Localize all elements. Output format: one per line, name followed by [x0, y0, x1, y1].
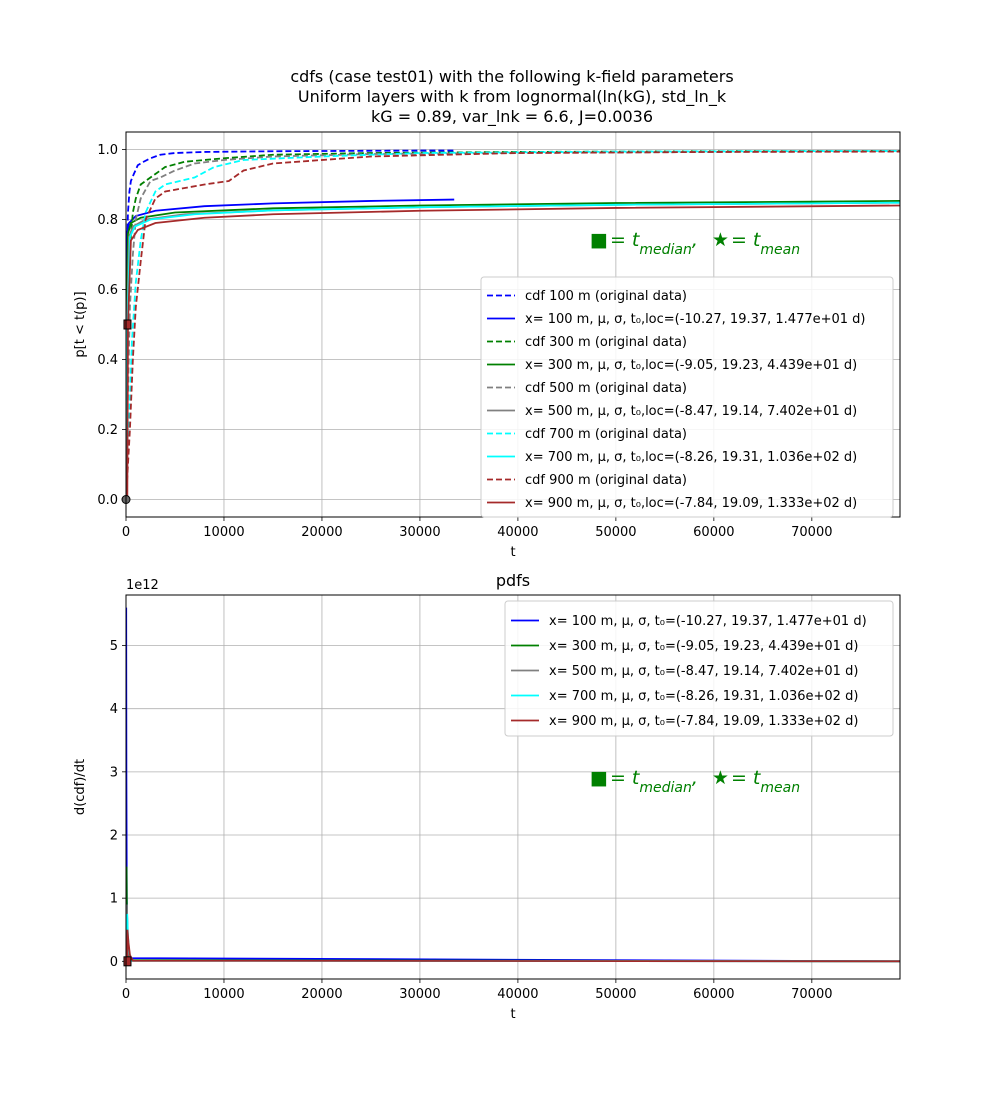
annotation-mean-text: = t [731, 229, 762, 251]
y-tick-label: 2 [110, 829, 118, 844]
annotation-square: ■ [590, 229, 608, 251]
series-line-8 [126, 150, 900, 500]
legend-label-0: cdf 100 m (original data) [525, 289, 687, 304]
annotation-mean-sub: mean [760, 780, 800, 796]
x-tick-label: 70000 [791, 987, 832, 1002]
y-tick-label: 0.6 [97, 283, 118, 298]
x-tick-label: 30000 [399, 987, 440, 1002]
y-tick-label: 1.0 [97, 143, 118, 158]
median-mean-annotation: ■ = tmedian, ★ = tmean [590, 767, 800, 796]
y-tick-label: 0.8 [97, 213, 118, 228]
series-line-4 [126, 150, 900, 500]
y-tick-label: 3 [110, 765, 118, 780]
legend-label-4: x= 900 m, μ, σ, t₀=(-7.84, 19.09, 1.333e… [549, 714, 858, 729]
chart-title: pdfs [496, 571, 530, 590]
y-tick-label: 0.2 [97, 423, 118, 438]
y-tick-label: 5 [110, 639, 118, 654]
legend-label-3: x= 700 m, μ, σ, t₀=(-8.26, 19.31, 1.036e… [549, 689, 858, 704]
annotation-mean-text: = t [731, 767, 762, 789]
legend-label-2: cdf 300 m (original data) [525, 335, 687, 350]
series-group [126, 149, 900, 501]
y-tick-label: 0 [110, 955, 118, 970]
x-tick-label: 60000 [693, 525, 734, 540]
legend-label-5: x= 500 m, μ, σ, t₀,loc=(-8.47, 19.14, 7.… [525, 404, 857, 419]
x-axis-label: t [510, 545, 515, 560]
annotation-star: ★ [712, 767, 729, 789]
annotation-sep: , [692, 767, 698, 789]
series-line-6 [126, 150, 900, 500]
annotation-median-text: = t [610, 229, 641, 251]
x-tick-label: 20000 [301, 987, 342, 1002]
series-line-2 [126, 150, 900, 500]
x-tick-label: 10000 [203, 525, 244, 540]
legend-label-8: cdf 900 m (original data) [525, 473, 687, 488]
median-marker [123, 956, 132, 967]
y-axis-label: d(cdf)/dt [73, 759, 88, 815]
annotation-median-sub: median [639, 780, 691, 796]
x-tick-label: 20000 [301, 525, 342, 540]
x-tick-label: 40000 [497, 987, 538, 1002]
annotation-square: ■ [590, 767, 608, 789]
annotation-median-text: = t [610, 767, 641, 789]
x-tick-label: 60000 [693, 987, 734, 1002]
chart-title-line: Uniform layers with k from lognormal(ln(… [298, 87, 727, 107]
legend-label-7: x= 700 m, μ, σ, t₀,loc=(-8.26, 19.31, 1.… [525, 450, 857, 465]
legend-label-1: x= 100 m, μ, σ, t₀,loc=(-10.27, 19.37, 1… [525, 312, 866, 327]
annotation-star: ★ [712, 229, 729, 251]
legend-label-1: x= 300 m, μ, σ, t₀=(-9.05, 19.23, 4.439e… [549, 639, 858, 654]
series-line-9 [126, 204, 900, 501]
y-tick-label: 4 [110, 702, 118, 717]
x-tick-label: 50000 [595, 525, 636, 540]
x-tick-label: 70000 [791, 525, 832, 540]
legend-box [480, 276, 894, 518]
y-axis-label: p[t < t(p)] [73, 291, 88, 357]
x-tick-label: 40000 [497, 525, 538, 540]
y-tick-label: 1 [110, 892, 118, 907]
legend-label-9: x= 900 m, μ, σ, t₀,loc=(-7.84, 19.09, 1.… [525, 496, 857, 511]
median-marker [123, 319, 132, 330]
legend-label-3: x= 300 m, μ, σ, t₀,loc=(-9.05, 19.23, 4.… [525, 358, 857, 373]
y-tick-label: 0.4 [97, 353, 118, 368]
y-tick-label: 0.0 [97, 493, 118, 508]
axes-frame [125, 594, 901, 980]
legend-label-2: x= 500 m, μ, σ, t₀=(-8.47, 19.14, 7.402e… [549, 664, 858, 679]
median-mean-annotation: ■ = tmedian, ★ = tmean [590, 229, 800, 258]
legend-label-4: cdf 500 m (original data) [525, 381, 687, 396]
x-tick-label: 0 [122, 987, 130, 1002]
legend-box [504, 600, 894, 737]
legend-label-6: cdf 700 m (original data) [525, 427, 687, 442]
x-tick-label: 50000 [595, 987, 636, 1002]
annotation-mean-sub: mean [760, 242, 800, 258]
legend-label-0: x= 100 m, μ, σ, t₀=(-10.27, 19.37, 1.477… [549, 614, 867, 629]
chart-title-line: cdfs (case test01) with the following k-… [290, 67, 733, 86]
annotation-sep: , [692, 229, 698, 251]
annotation-median-sub: median [639, 242, 691, 258]
x-tick-label: 10000 [203, 987, 244, 1002]
pdf-panel: pdfs 0 10000 20000 30000 40000 50000 60000 70000… [73, 571, 901, 1022]
x-axis-label: t [510, 1007, 515, 1022]
y-offset-text: 1e12 [126, 578, 159, 593]
chart-title-line: kG = 0.89, var_lnk = 6.6, J=0.0036 [371, 107, 653, 127]
x-tick-label: 0 [122, 525, 130, 540]
cdf-panel: cdfs (case test01) with the following k-… [73, 67, 901, 560]
x-tick-label: 30000 [399, 525, 440, 540]
